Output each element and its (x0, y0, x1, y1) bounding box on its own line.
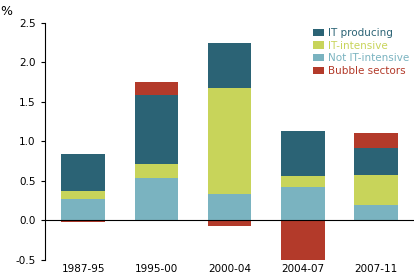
Bar (207, 88, 252, 194)
Bar (61, 154, 105, 191)
Bar (134, 95, 178, 164)
Bar (281, 176, 325, 187)
Bar (281, 131, 325, 176)
Bar (354, 205, 398, 220)
Text: %: % (0, 5, 12, 18)
Bar (281, 187, 325, 220)
Bar (61, 220, 105, 222)
Bar (354, 132, 398, 148)
Bar (207, 220, 252, 226)
Bar (61, 199, 105, 220)
Bar (134, 178, 178, 220)
Legend: IT producing, IT-intensive, Not IT-intensive, Bubble sectors: IT producing, IT-intensive, Not IT-inten… (313, 28, 409, 76)
Bar (207, 194, 252, 220)
Bar (281, 220, 325, 263)
Bar (61, 191, 105, 199)
Bar (134, 164, 178, 178)
Bar (354, 148, 398, 175)
Bar (134, 82, 178, 95)
Bar (207, 43, 252, 88)
Bar (354, 175, 398, 205)
